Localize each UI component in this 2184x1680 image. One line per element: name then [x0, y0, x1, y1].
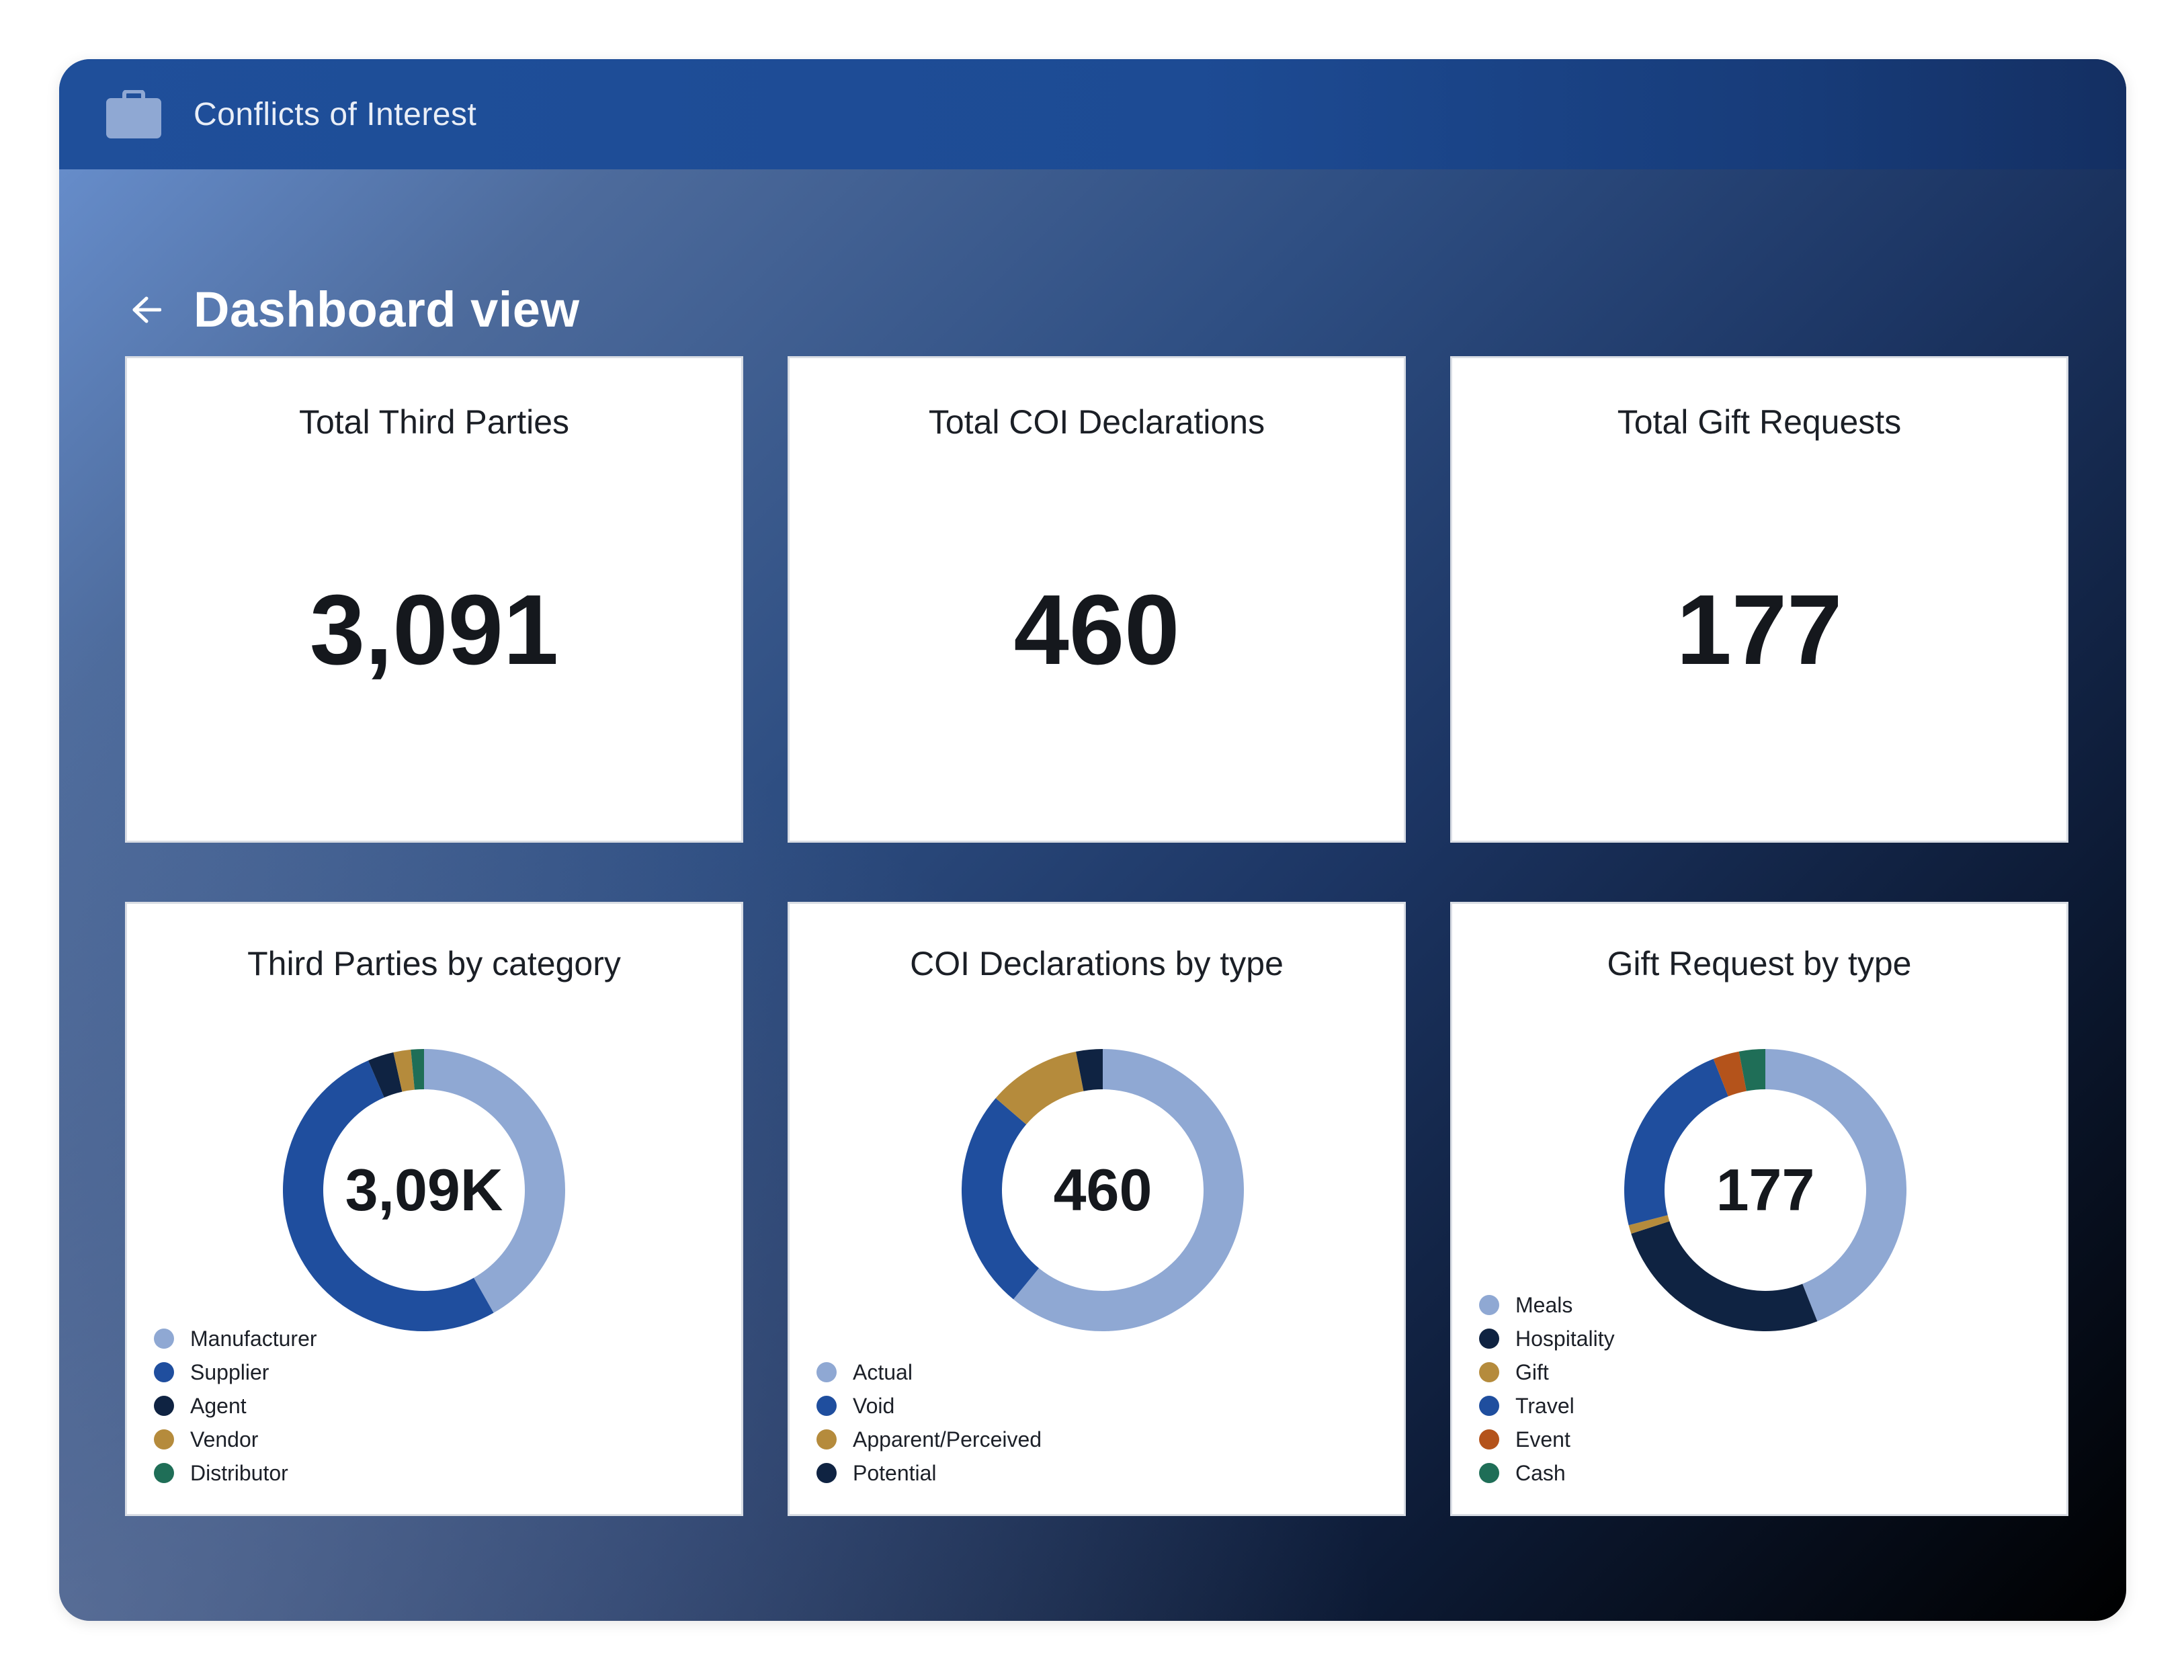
- legend-item-supplier[interactable]: Supplier: [154, 1355, 317, 1389]
- kpi-value: 3,091: [309, 575, 559, 685]
- app-window: Conflicts of Interest Dashboard view Tot…: [59, 59, 2126, 1621]
- donut-chart: 3,09K: [282, 1049, 565, 1331]
- legend-label: Supplier: [190, 1359, 269, 1384]
- donut-slice-potential[interactable]: [1076, 1049, 1103, 1091]
- chart-card-third-parties: Third Parties by category 3,09K Manufact…: [125, 902, 743, 1516]
- donut-slice-void[interactable]: [962, 1098, 1040, 1300]
- legend-label: Meals: [1515, 1292, 1573, 1317]
- back-arrow-icon[interactable]: [126, 290, 167, 330]
- kpi-title: Total Third Parties: [298, 403, 570, 441]
- legend-item-agent[interactable]: Agent: [154, 1389, 317, 1423]
- legend-dot-icon: [154, 1429, 174, 1450]
- donut-slice-vendor[interactable]: [393, 1049, 415, 1092]
- briefcase-icon: [106, 87, 161, 142]
- legend-dot-icon: [1479, 1362, 1499, 1382]
- legend-label: Apparent/Perceived: [853, 1427, 1042, 1452]
- legend-label: Actual: [853, 1359, 913, 1384]
- legend-dot-icon: [154, 1329, 174, 1349]
- donut-slice-manufacturer[interactable]: [424, 1049, 565, 1313]
- page-header: Dashboard view: [126, 281, 580, 338]
- legend-dot-icon: [154, 1362, 174, 1382]
- legend-item-cash[interactable]: Cash: [1479, 1456, 1615, 1490]
- legend-item-void[interactable]: Void: [816, 1389, 1042, 1423]
- donut-slice-distributor[interactable]: [411, 1049, 424, 1090]
- chart-legend: Actual Void Apparent/Perceived Potential: [816, 1355, 1042, 1490]
- legend-item-travel[interactable]: Travel: [1479, 1389, 1615, 1423]
- legend-item-event[interactable]: Event: [1479, 1423, 1615, 1456]
- legend-dot-icon: [1479, 1295, 1499, 1315]
- kpi-value: 177: [1676, 575, 1843, 685]
- donut-slice-agent[interactable]: [368, 1052, 403, 1098]
- legend-label: Potential: [853, 1460, 937, 1485]
- kpi-card-gift-requests: Total Gift Requests 177: [1450, 356, 2068, 843]
- legend-label: Gift: [1515, 1359, 1549, 1384]
- page-title: Dashboard view: [194, 282, 580, 337]
- donut-slice-travel[interactable]: [1624, 1058, 1728, 1226]
- donut-slice-event[interactable]: [1713, 1051, 1747, 1097]
- legend-item-meals[interactable]: Meals: [1479, 1288, 1615, 1322]
- chart-card-gift-requests: Gift Request by type 177 Meals Hospitalit…: [1450, 902, 2068, 1516]
- legend-label: Travel: [1515, 1393, 1574, 1418]
- donut-slice-supplier[interactable]: [282, 1060, 494, 1331]
- legend-dot-icon: [816, 1362, 837, 1382]
- donut-chart: 177: [1624, 1049, 1906, 1331]
- kpi-title: Total COI Declarations: [928, 403, 1265, 441]
- legend-dot-icon: [1479, 1463, 1499, 1483]
- app-title: Conflicts of Interest: [194, 96, 477, 132]
- kpi-card-third-parties: Total Third Parties 3,091: [125, 356, 743, 843]
- legend-item-gift[interactable]: Gift: [1479, 1355, 1615, 1389]
- legend-dot-icon: [816, 1396, 837, 1416]
- top-bar: Conflicts of Interest: [59, 59, 2126, 169]
- legend-label: Agent: [190, 1393, 247, 1418]
- donut-slice-actual[interactable]: [1013, 1049, 1244, 1331]
- chart-title: Gift Request by type: [1607, 945, 1912, 982]
- legend-dot-icon: [154, 1396, 174, 1416]
- legend-label: Distributor: [190, 1460, 288, 1485]
- legend-item-apparent-perceived[interactable]: Apparent/Perceived: [816, 1423, 1042, 1456]
- legend-dot-icon: [1479, 1396, 1499, 1416]
- legend-label: Event: [1515, 1427, 1570, 1452]
- chart-card-coi-declarations: COI Declarations by type 460 Actual Void A…: [788, 902, 1406, 1516]
- kpi-card-coi-declarations: Total COI Declarations 460: [788, 356, 1406, 843]
- donut-center-label: 177: [1716, 1157, 1815, 1223]
- legend-label: Void: [853, 1393, 895, 1418]
- legend-dot-icon: [154, 1463, 174, 1483]
- legend-item-actual[interactable]: Actual: [816, 1355, 1042, 1389]
- chart-legend: Manufacturer Supplier Agent Vendor Distribut…: [154, 1322, 317, 1490]
- legend-item-potential[interactable]: Potential: [816, 1456, 1042, 1490]
- legend-dot-icon: [1479, 1329, 1499, 1349]
- donut-center-label: 3,09K: [345, 1157, 503, 1223]
- donut-slice-meals[interactable]: [1765, 1049, 1906, 1322]
- legend-dot-icon: [816, 1463, 837, 1483]
- chart-title: COI Declarations by type: [910, 945, 1284, 982]
- legend-dot-icon: [816, 1429, 837, 1450]
- legend-label: Manufacturer: [190, 1326, 317, 1351]
- chart-legend: Meals Hospitality Gift Travel Event Cash: [1479, 1288, 1615, 1490]
- legend-dot-icon: [1479, 1429, 1499, 1450]
- donut-slice-hospitality[interactable]: [1631, 1221, 1818, 1331]
- donut-slice-apparent-perceived[interactable]: [995, 1051, 1084, 1125]
- legend-label: Vendor: [190, 1427, 259, 1452]
- legend-label: Cash: [1515, 1460, 1566, 1485]
- kpi-value: 460: [1013, 575, 1180, 685]
- donut-chart: 460: [962, 1049, 1244, 1331]
- donut-slice-gift[interactable]: [1628, 1215, 1670, 1234]
- donut-center-label: 460: [1054, 1157, 1152, 1223]
- legend-item-manufacturer[interactable]: Manufacturer: [154, 1322, 317, 1355]
- legend-item-vendor[interactable]: Vendor: [154, 1423, 317, 1456]
- chart-title: Third Parties by category: [247, 945, 621, 982]
- donut-slice-cash[interactable]: [1738, 1049, 1765, 1091]
- kpi-title: Total Gift Requests: [1617, 403, 1902, 441]
- legend-label: Hospitality: [1515, 1326, 1615, 1351]
- legend-item-distributor[interactable]: Distributor: [154, 1456, 317, 1490]
- legend-item-hospitality[interactable]: Hospitality: [1479, 1322, 1615, 1355]
